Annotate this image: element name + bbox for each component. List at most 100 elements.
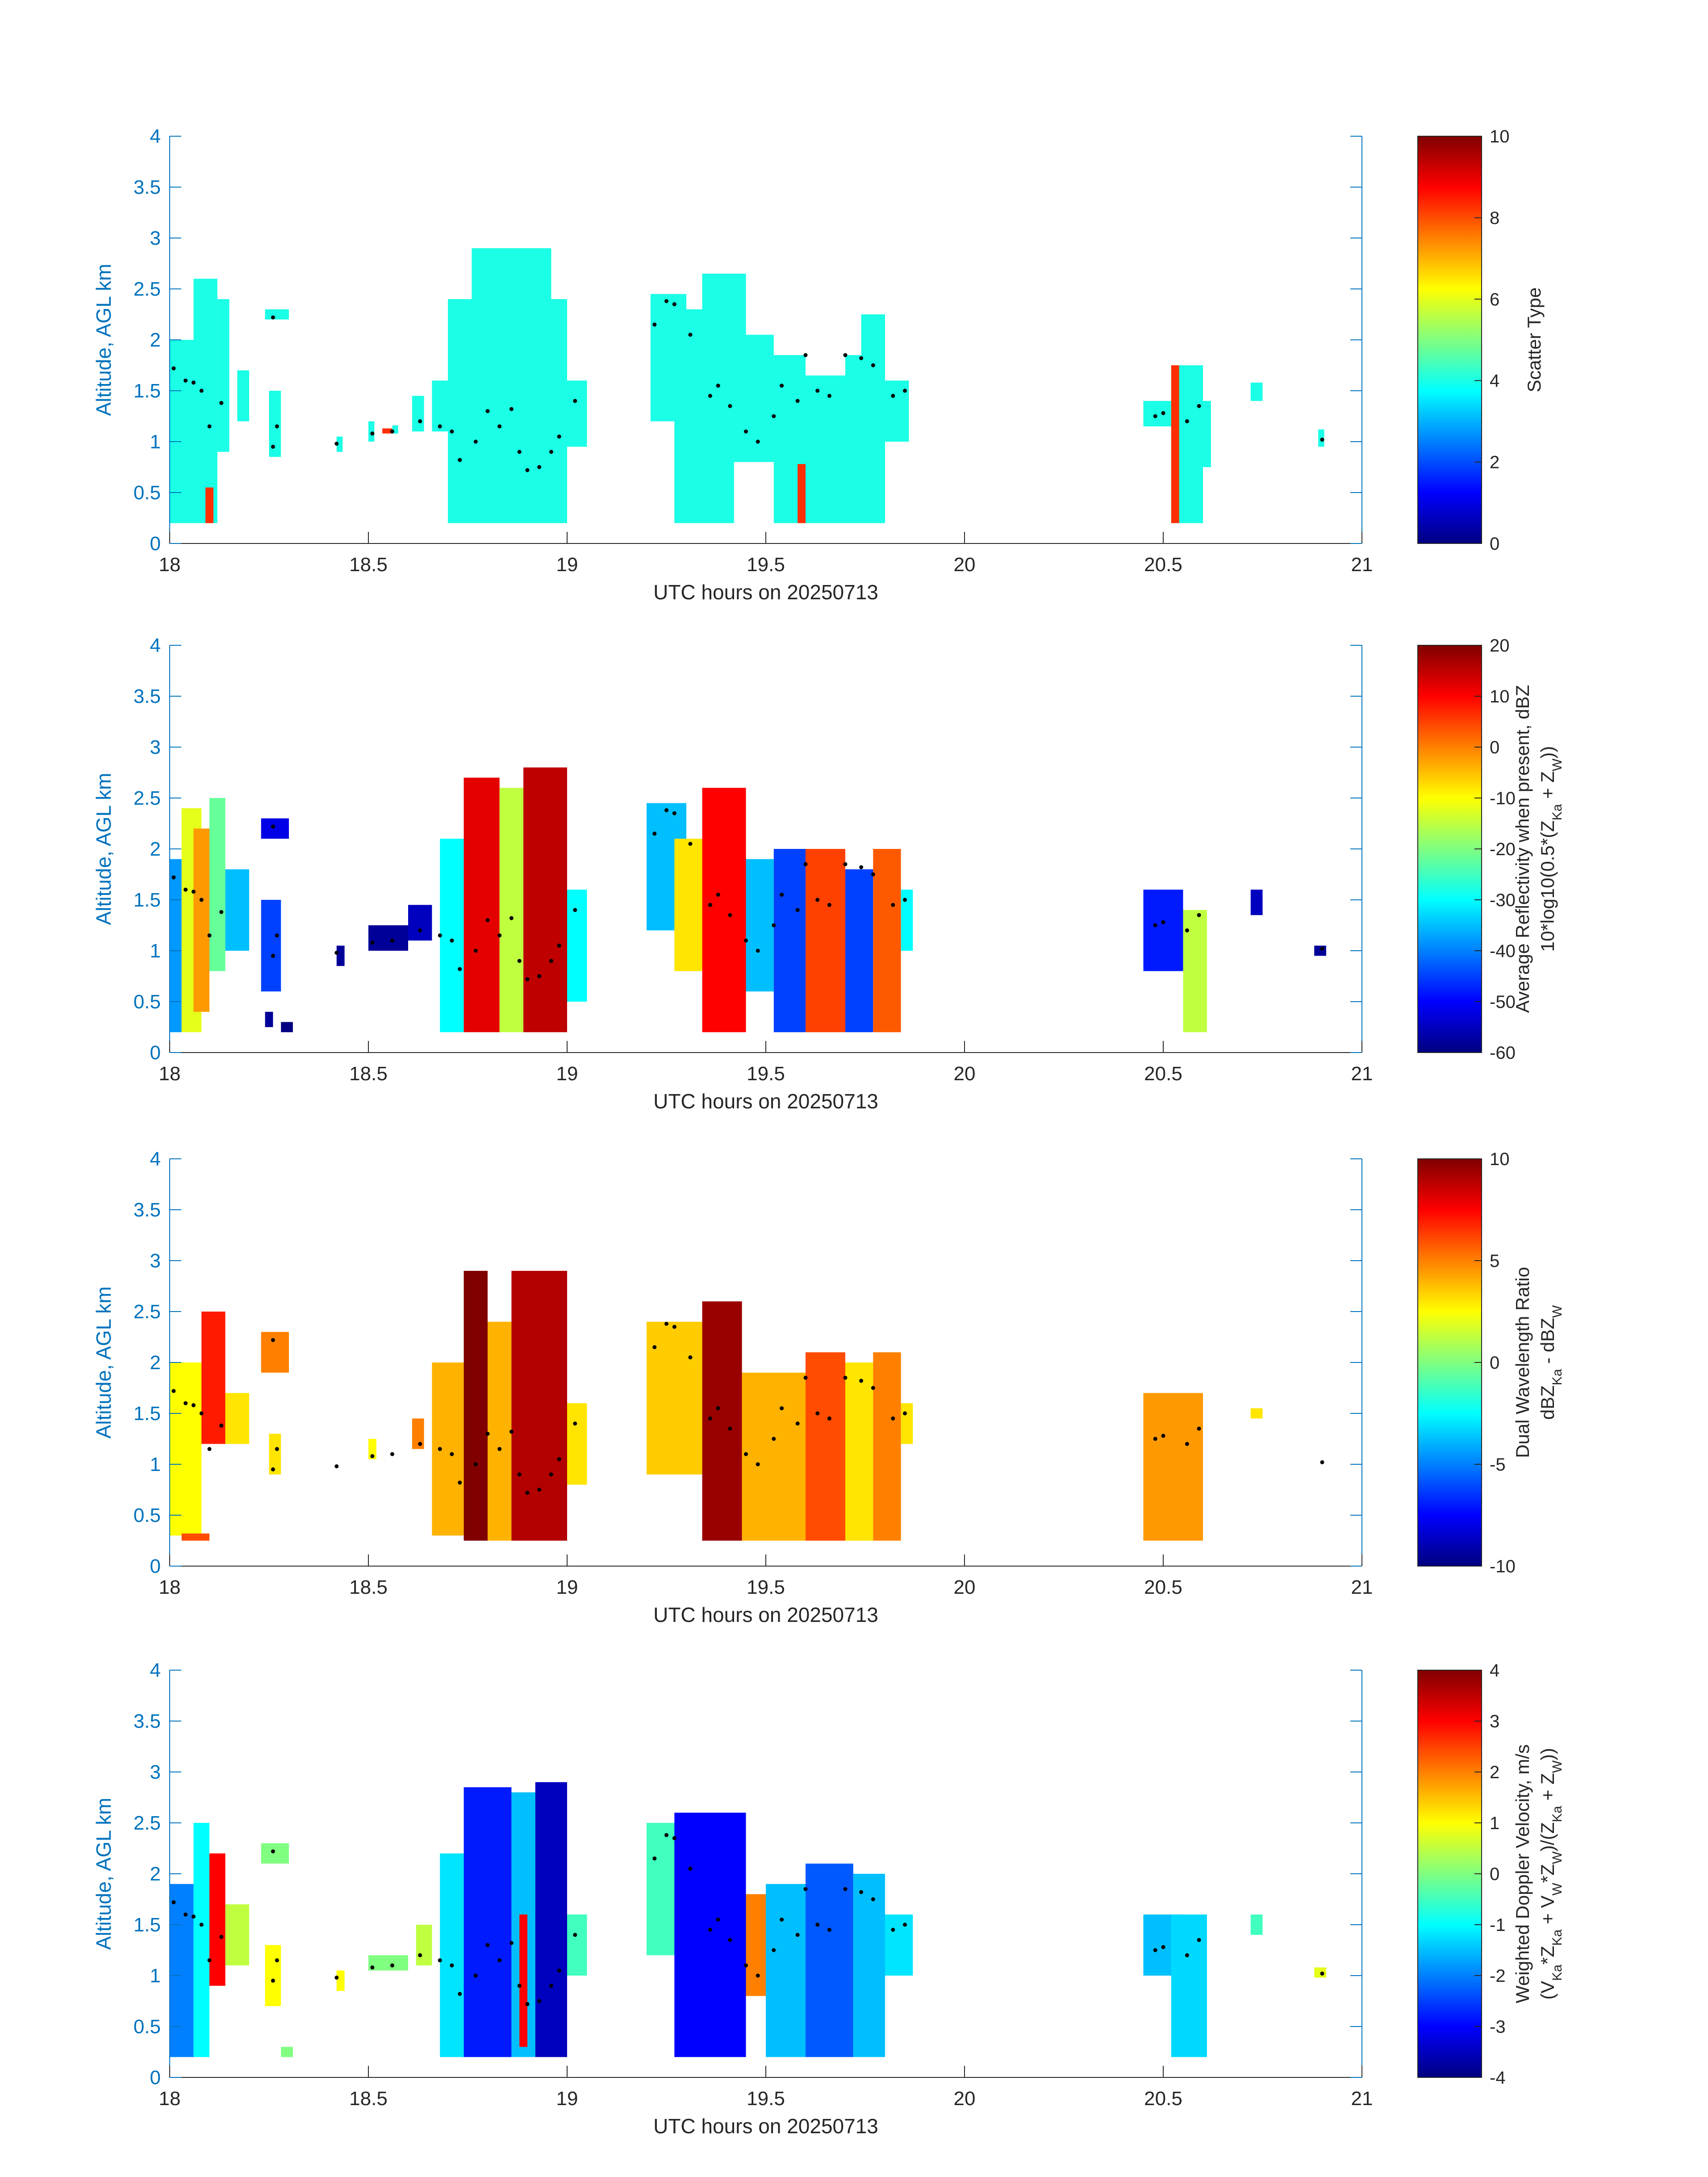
data-cell [265,1945,281,2006]
data-marker [688,1355,693,1360]
data-marker [843,862,848,866]
data-marker [859,1379,864,1383]
colorbar-label-part: 10*log10(0.5*(Z [1537,820,1558,952]
data-marker [891,1416,895,1421]
x-axis-label: UTC hours on 20250713 [653,2114,878,2138]
data-marker [716,893,720,897]
colorbar-label: Weighted Doppler Velocity, m/s (VKa*ZKa +… [1512,1744,1565,2003]
data-marker [450,1452,454,1456]
data-cell [217,299,230,452]
y-axis-label: Altitude, AGL km [92,1287,115,1439]
y-tick-label: 4 [150,125,161,147]
y-tick-label: 1 [150,1965,161,1987]
data-marker [1153,1437,1157,1441]
data-marker [191,1403,196,1408]
colorbar-label-part: *Z [1537,1864,1558,1883]
colorbar-label-subscript: Ka [1550,1369,1565,1385]
data-cell [1143,1393,1203,1541]
data-marker [497,933,502,938]
data-marker [271,1338,275,1342]
data-marker [772,414,776,418]
data-cell [440,839,464,1032]
y-tick-label: 2.5 [134,1301,161,1323]
data-marker [672,1325,677,1329]
data-marker [891,1927,895,1932]
data-cell [746,859,774,992]
y-tick-label: 4 [150,1659,161,1681]
data-marker [390,429,394,434]
data-marker [390,1963,394,1968]
data-cell [261,1332,289,1373]
data-marker [537,974,542,978]
data-marker [756,949,760,953]
colorbar-tick-label: -10 [1490,1557,1516,1576]
data-marker [803,1887,808,1891]
data-marker [191,890,196,894]
data-marker [1320,1460,1324,1464]
data-cells [170,248,1324,523]
data-cell [488,1321,512,1541]
data-cell [336,945,345,966]
data-cell [1203,401,1211,467]
data-marker [871,363,875,368]
y-tick-label: 2 [150,329,161,351]
data-marker [497,1958,502,1963]
x-tick-label: 18.5 [349,1576,388,1598]
data-marker [418,419,422,423]
data-cell [269,1433,281,1475]
data-marker [1185,1442,1189,1446]
data-cell [1314,945,1326,956]
data-cell [368,1439,376,1459]
data-marker [191,1914,196,1919]
data-marker [473,1973,478,1978]
colorbar-tick-label: 4 [1490,1661,1499,1680]
y-tick-label: 3.5 [134,1199,161,1221]
data-marker [827,903,831,907]
data-marker [219,1423,224,1428]
data-marker [1153,923,1157,928]
data-marker [450,1963,454,1968]
x-axis-label: UTC hours on 20250713 [653,1090,878,1113]
colorbar-label-part: + Z [1537,771,1558,804]
data-marker [370,1965,375,1970]
data-cell [674,1813,746,2057]
data-cell [702,788,746,1032]
x-tick-label: 20 [954,1576,976,1598]
colorbar-label: Scatter Type [1524,287,1545,392]
data-marker [891,903,895,907]
data-marker [859,1890,864,1894]
data-marker [859,865,864,869]
data-cell [861,314,885,381]
data-marker [458,1992,462,1996]
y-tick-label: 2.5 [134,278,161,300]
data-cell [265,309,289,320]
colorbar-tick-label: 10 [1490,1149,1510,1169]
data-cell [523,767,567,1032]
data-cells [170,1270,1263,1541]
data-cell [412,1418,424,1449]
data-marker [843,1375,848,1380]
colorbar-label-subscript: W [1550,1851,1565,1864]
data-marker [573,1421,577,1426]
colorbar-label-part: + V [1537,1896,1558,1930]
y-tick-label: 3.5 [134,685,161,707]
data-cell [674,839,702,971]
data-cell [873,1352,901,1541]
data-marker [509,1429,514,1434]
data-cell [440,1853,464,2057]
data-cell [237,370,249,422]
data-marker [664,1321,668,1326]
data-cell [193,279,217,340]
colorbar-tick-label: -3 [1490,2017,1506,2037]
data-cell [1250,890,1263,915]
y-tick-label: 0.5 [134,991,161,1013]
data-cell [416,1925,432,1966]
colorbar-label: Dual Wavelength Ratio dBZKa - dBZW [1512,1267,1565,1458]
data-marker [473,949,478,953]
data-marker [859,356,864,360]
y-tick-label: 0.5 [134,1504,161,1526]
data-marker [1161,1945,1165,1949]
colorbar-label-subscript: W [1550,758,1565,771]
data-cell [734,334,774,462]
data-marker [756,439,760,444]
